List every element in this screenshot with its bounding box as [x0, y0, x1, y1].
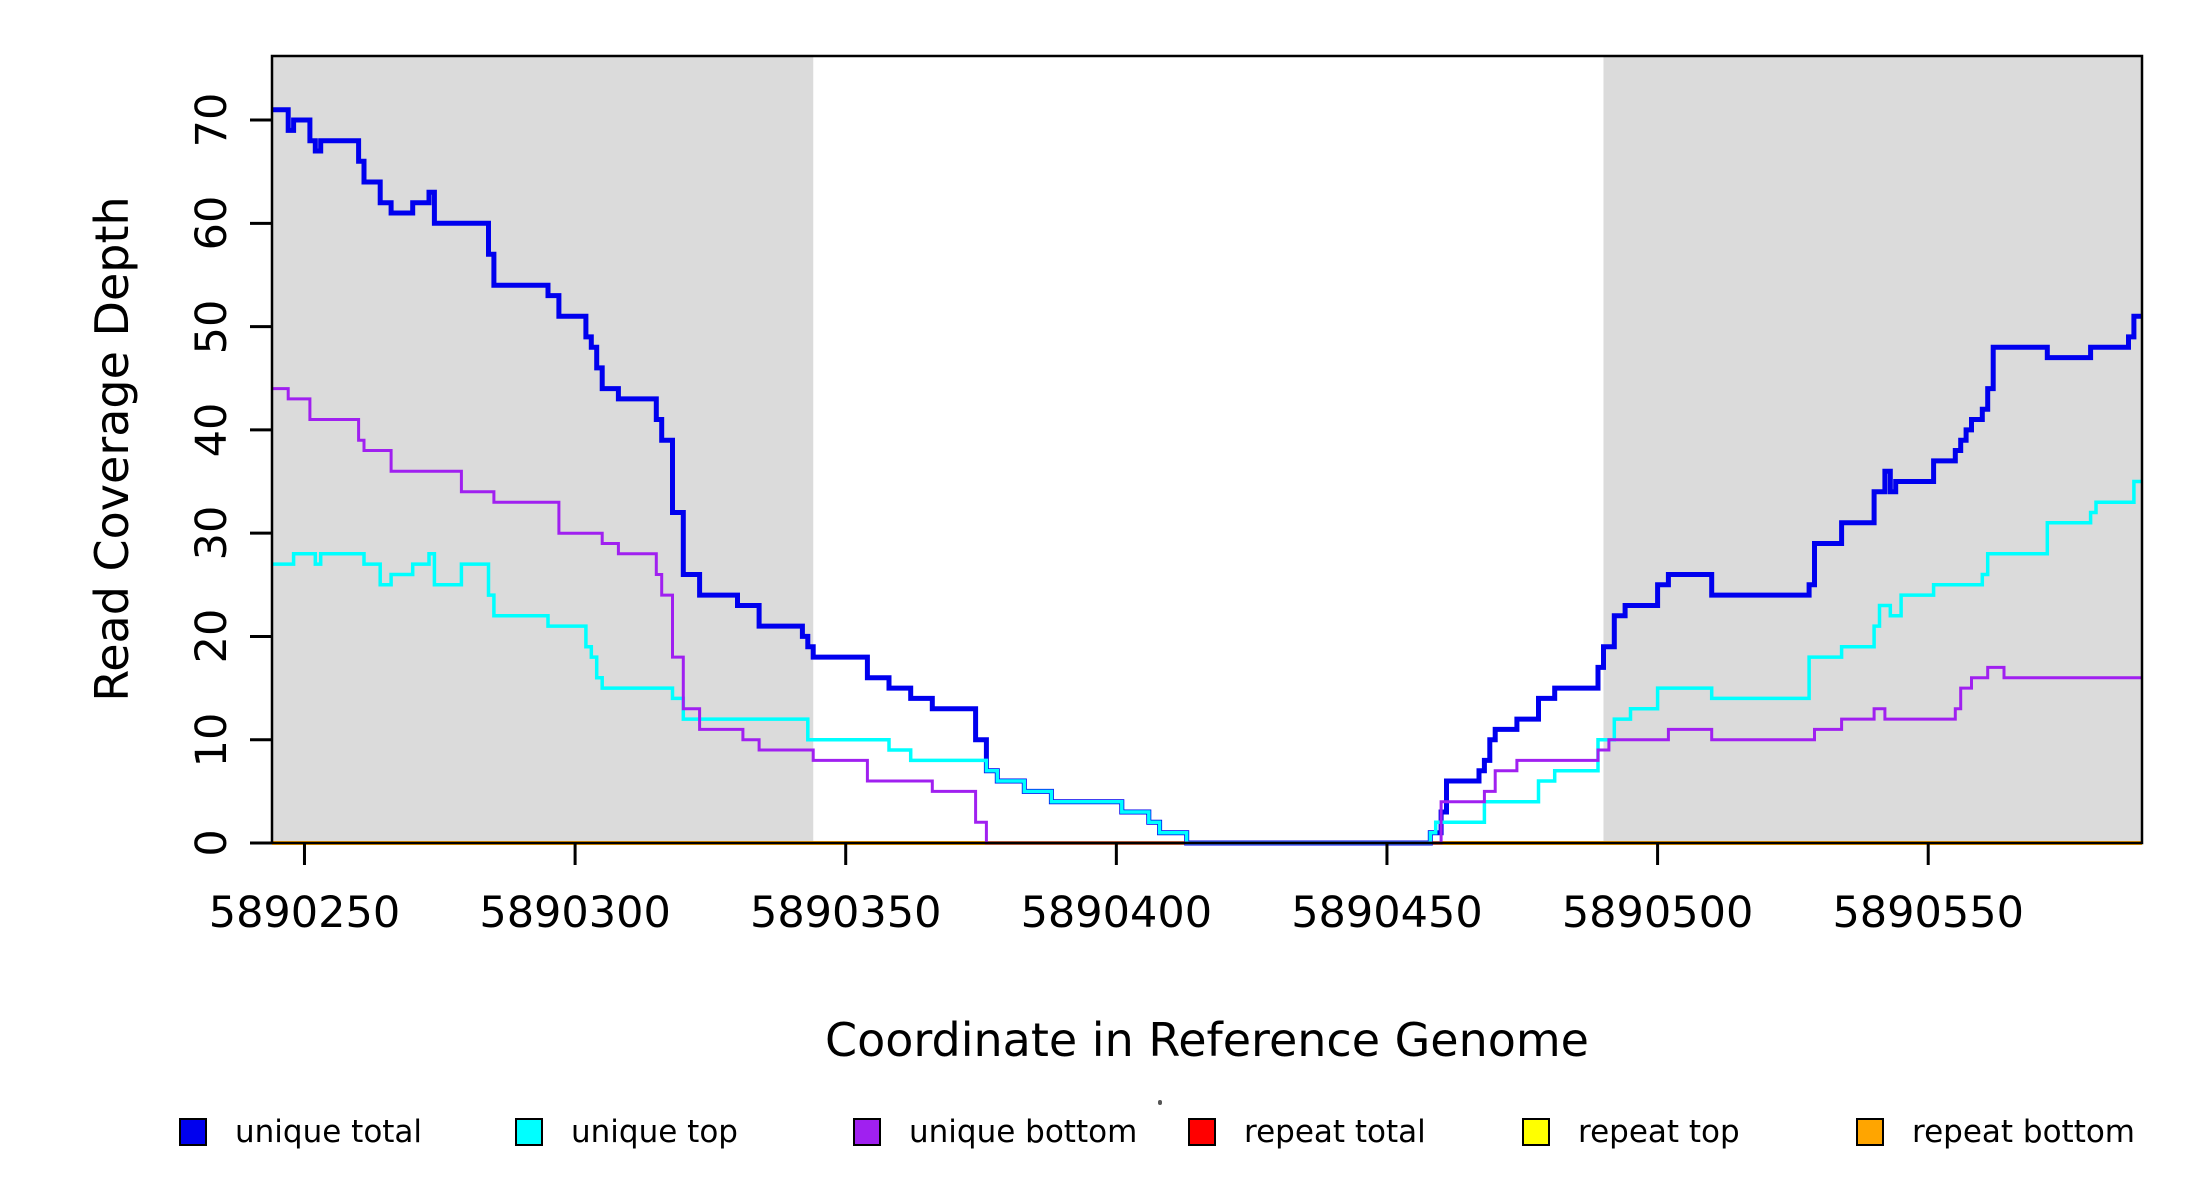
legend: unique total unique top unique bottom repea… [0, 1112, 2200, 1172]
x-tick-label: 5890350 [749, 888, 942, 938]
y-tick-label: 70 [187, 92, 237, 148]
shaded-band [272, 56, 814, 843]
x-tick-label: 5890250 [208, 888, 401, 938]
legend-label: repeat top [1578, 1114, 1740, 1150]
shaded-band [1603, 56, 2142, 843]
y-tick-label: 30 [187, 505, 237, 561]
x-tick-label: 5890400 [1020, 888, 1213, 938]
x-tick-label: 5890300 [479, 888, 671, 938]
legend-label: unique top [571, 1114, 738, 1150]
legend-swatch-icon [1188, 1118, 1216, 1146]
x-tick-label: 5890550 [1832, 888, 2024, 938]
series-unique-top [272, 479, 2142, 845]
legend-swatch-icon [179, 1118, 207, 1146]
stray-dot [1158, 1100, 1162, 1105]
series-unique-bottom [272, 387, 2142, 845]
x-axis-title: Coordinate in Reference Genome [825, 1013, 1589, 1067]
y-tick-label: 0 [187, 829, 237, 857]
plot-border [270, 54, 2144, 845]
legend-swatch-icon [515, 1118, 543, 1146]
legend-swatch-icon [1856, 1118, 1884, 1146]
y-axis-title: Read Coverage Depth [85, 196, 139, 702]
y-tick-label: 10 [187, 712, 237, 768]
legend-label: unique bottom [909, 1114, 1138, 1150]
y-tick-label: 50 [187, 299, 237, 354]
legend-swatch-icon [853, 1118, 881, 1146]
legend-label: unique total [235, 1114, 423, 1150]
x-tick-label: 5890500 [1561, 888, 1754, 938]
legend-label: repeat bottom [1912, 1114, 2136, 1150]
y-tick-label: 20 [187, 609, 237, 664]
x-tick-label: 5890450 [1291, 888, 1483, 938]
y-tick-label: 40 [187, 402, 237, 458]
y-tick-label: 60 [187, 195, 237, 251]
legend-swatch-icon [1522, 1118, 1550, 1146]
legend-label: repeat total [1244, 1114, 1426, 1150]
